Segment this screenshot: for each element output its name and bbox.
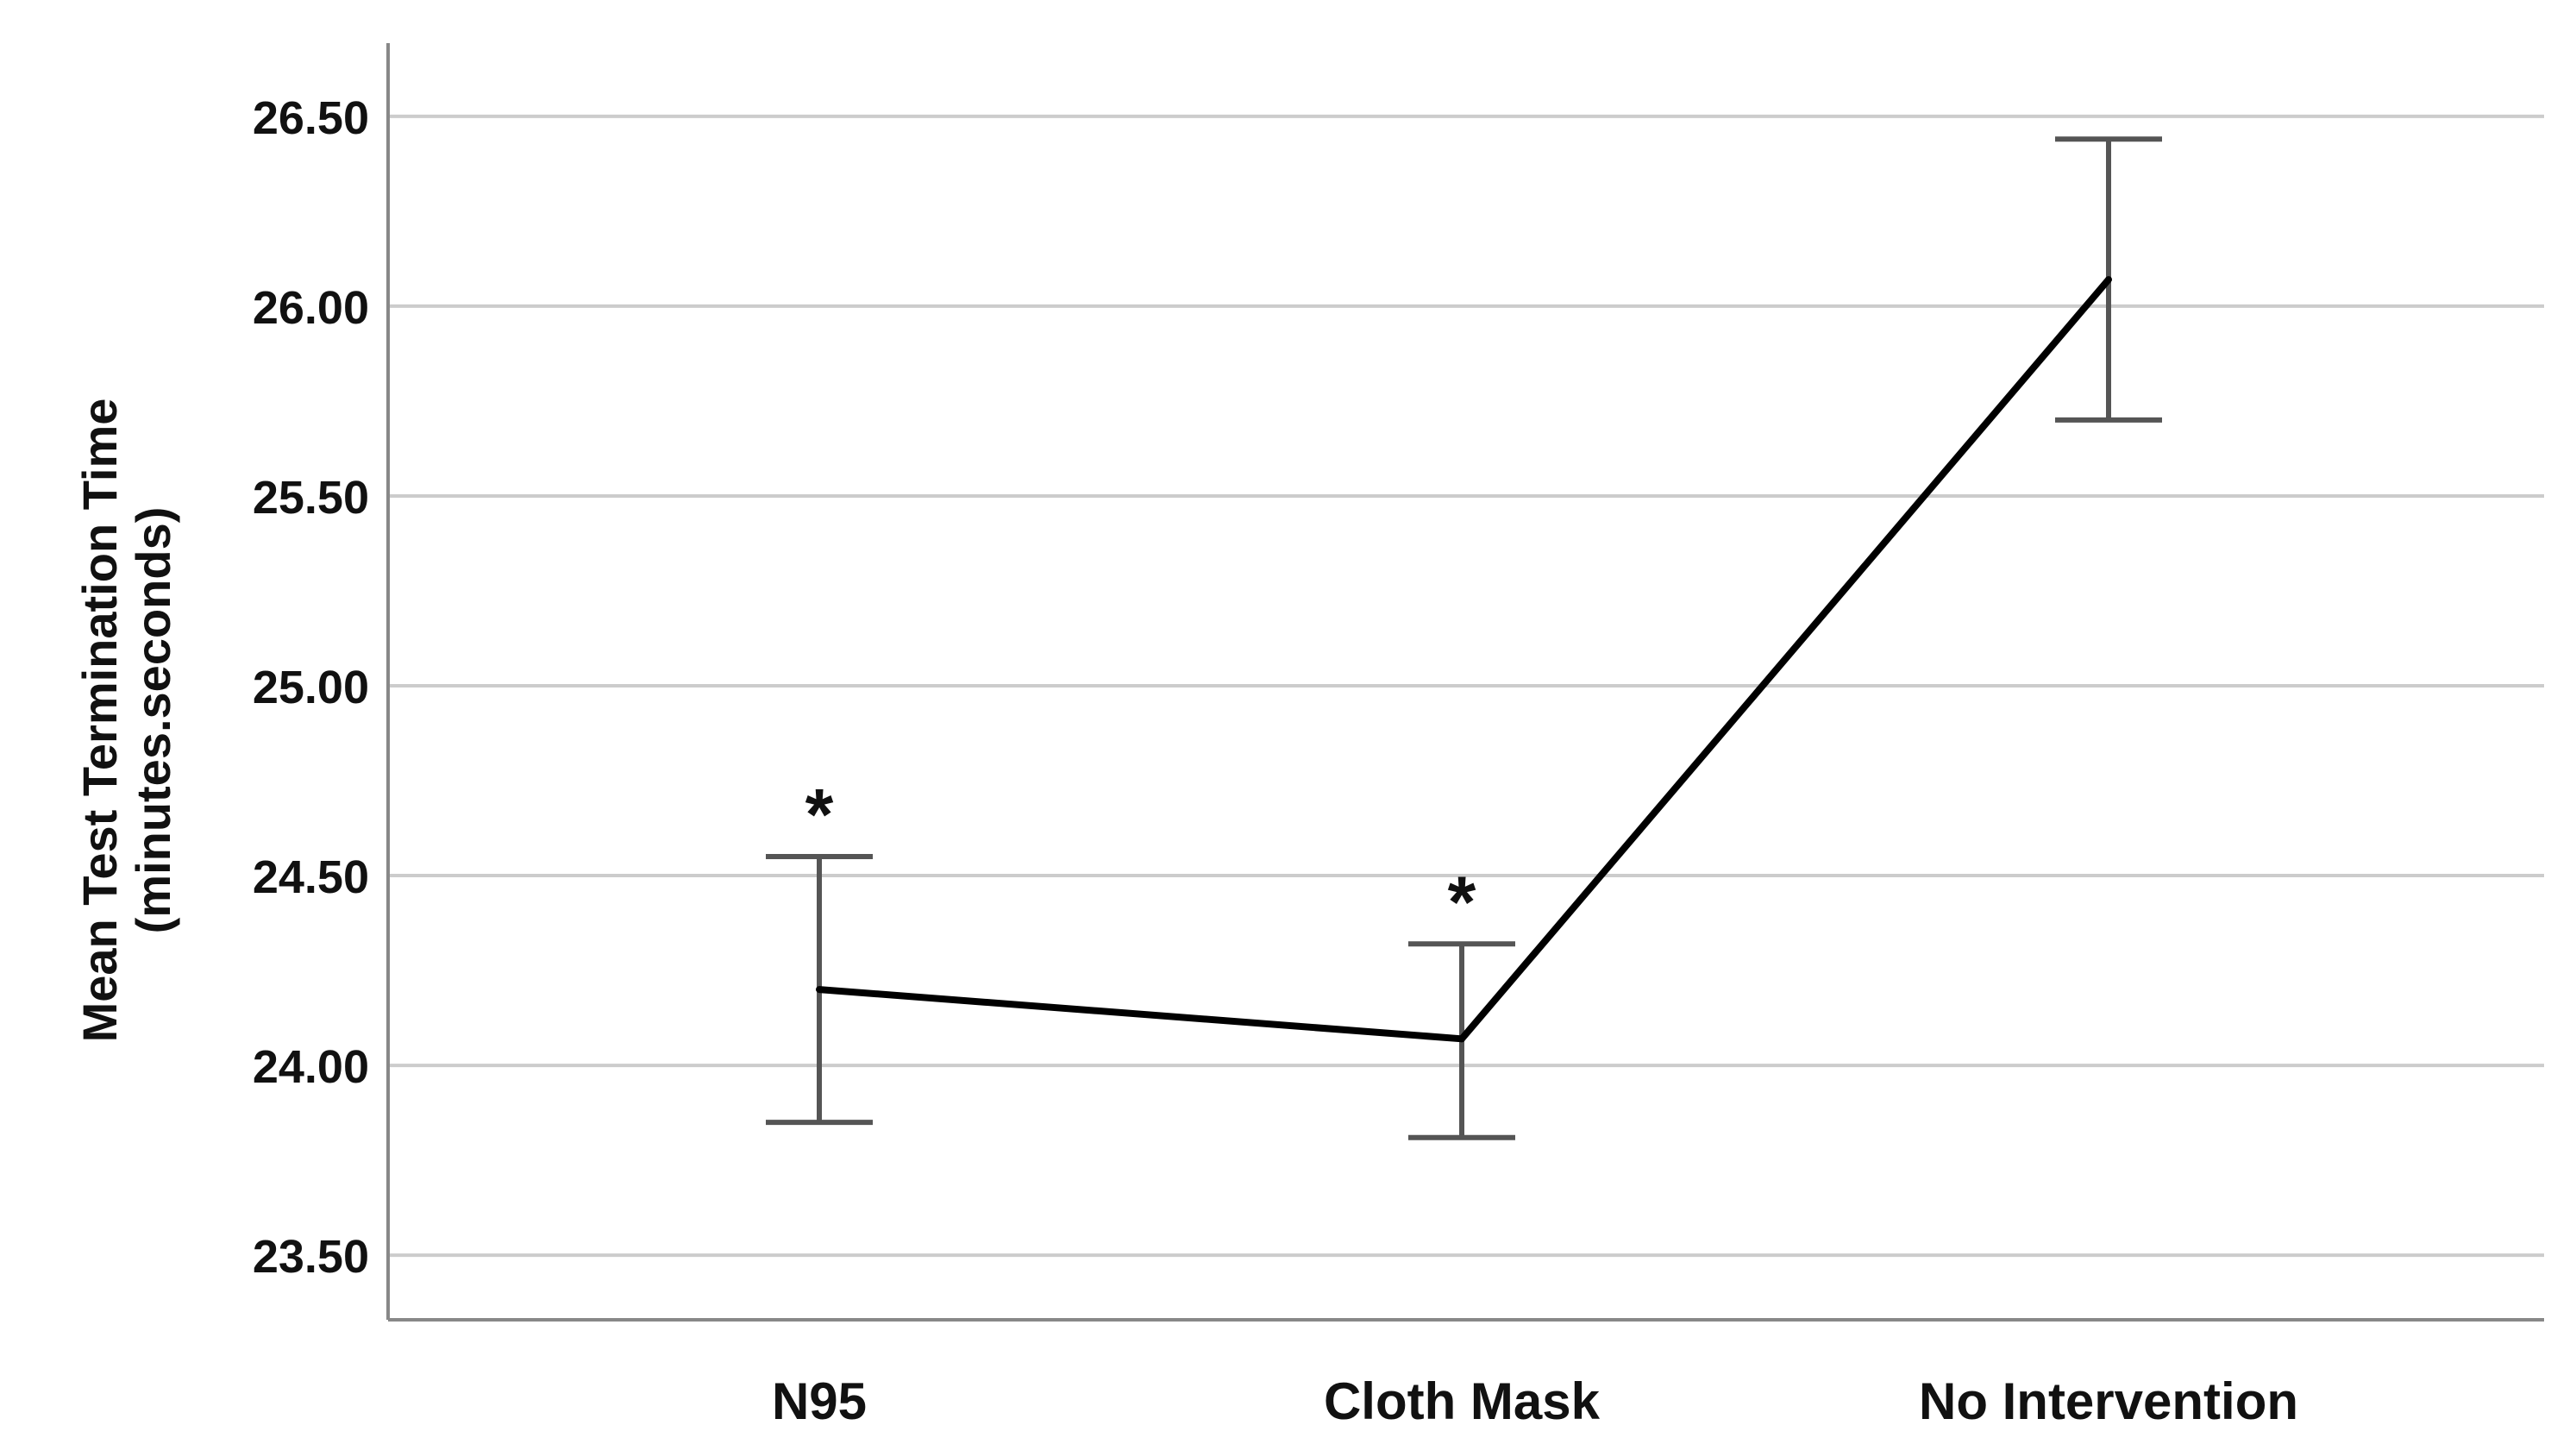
y-tick-label: 25.50 bbox=[253, 472, 369, 524]
significance-annotations: ** bbox=[805, 774, 1476, 942]
y-axis-label-units: (minutes.seconds) bbox=[126, 507, 180, 934]
x-tick-labels: N95 Cloth Mask No Intervention bbox=[772, 1372, 2298, 1430]
x-tick-label: No Intervention bbox=[1919, 1372, 2298, 1430]
y-axis-label-group: Mean Test Termination Time (minutes.seco… bbox=[72, 399, 180, 1043]
y-axis-label: Mean Test Termination Time bbox=[72, 399, 127, 1043]
data-point bbox=[816, 986, 823, 994]
y-tick-label: 24.00 bbox=[253, 1041, 369, 1093]
y-tick-label: 25.00 bbox=[253, 662, 369, 713]
data-point bbox=[1458, 1035, 1465, 1043]
significance-marker: * bbox=[805, 774, 834, 855]
series-lines bbox=[816, 276, 2112, 1043]
y-tick-label: 26.00 bbox=[253, 282, 369, 334]
y-tick-labels: 23.50 24.00 24.50 25.00 25.50 26.00 26.50 bbox=[253, 92, 369, 1283]
x-tick-label: N95 bbox=[772, 1372, 867, 1430]
y-tick-label: 24.50 bbox=[253, 851, 369, 903]
y-tick-label: 26.50 bbox=[253, 92, 369, 144]
axes bbox=[386, 43, 2544, 1322]
significance-marker: * bbox=[1448, 861, 1476, 942]
data-point bbox=[2105, 276, 2112, 284]
error-bars bbox=[766, 136, 2162, 1140]
x-tick-label: Cloth Mask bbox=[1324, 1372, 1601, 1430]
grid-lines bbox=[388, 114, 2544, 1258]
y-tick-label: 23.50 bbox=[253, 1231, 369, 1283]
